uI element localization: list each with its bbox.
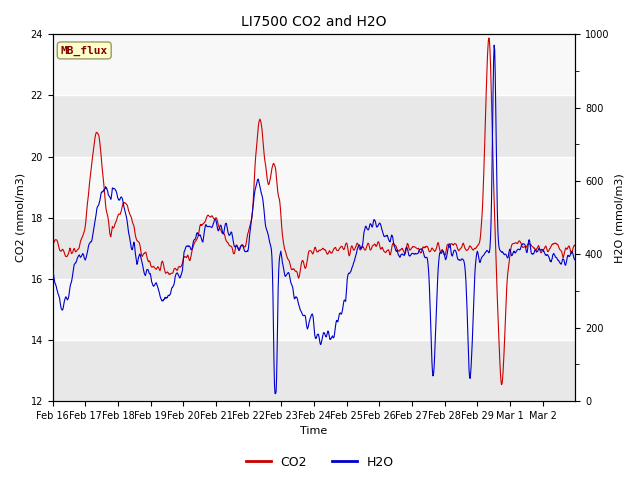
Bar xyxy=(52,156,575,217)
Legend: CO2, H2O: CO2, H2O xyxy=(241,451,399,474)
Bar xyxy=(52,279,575,340)
CO2 xyxy=(279,236,287,241)
CO2 xyxy=(102,207,110,213)
Y-axis label: CO2 (mmol/m3): CO2 (mmol/m3) xyxy=(15,173,25,262)
Text: MB_flux: MB_flux xyxy=(61,45,108,56)
CO2 xyxy=(498,382,506,387)
CO2 xyxy=(49,242,56,248)
H2O xyxy=(280,265,287,271)
H2O xyxy=(49,267,56,273)
H2O xyxy=(271,391,279,396)
CO2 xyxy=(572,243,579,249)
H2O xyxy=(572,257,579,263)
CO2 xyxy=(260,151,268,156)
Line: H2O: H2O xyxy=(52,45,575,394)
CO2 xyxy=(485,35,493,41)
Bar xyxy=(52,35,575,96)
CO2 xyxy=(456,246,464,252)
Bar xyxy=(52,340,575,401)
H2O xyxy=(467,375,474,381)
H2O xyxy=(490,42,498,48)
Bar xyxy=(52,217,575,279)
H2O xyxy=(408,251,416,256)
Bar xyxy=(52,96,575,156)
Y-axis label: H2O (mmol/m3): H2O (mmol/m3) xyxy=(615,173,625,263)
H2O xyxy=(102,186,110,192)
Title: LI7500 CO2 and H2O: LI7500 CO2 and H2O xyxy=(241,15,387,29)
H2O xyxy=(260,208,268,214)
CO2 xyxy=(408,245,415,251)
X-axis label: Time: Time xyxy=(300,426,328,436)
CO2 xyxy=(466,243,474,249)
H2O xyxy=(457,257,465,263)
Line: CO2: CO2 xyxy=(52,38,575,384)
